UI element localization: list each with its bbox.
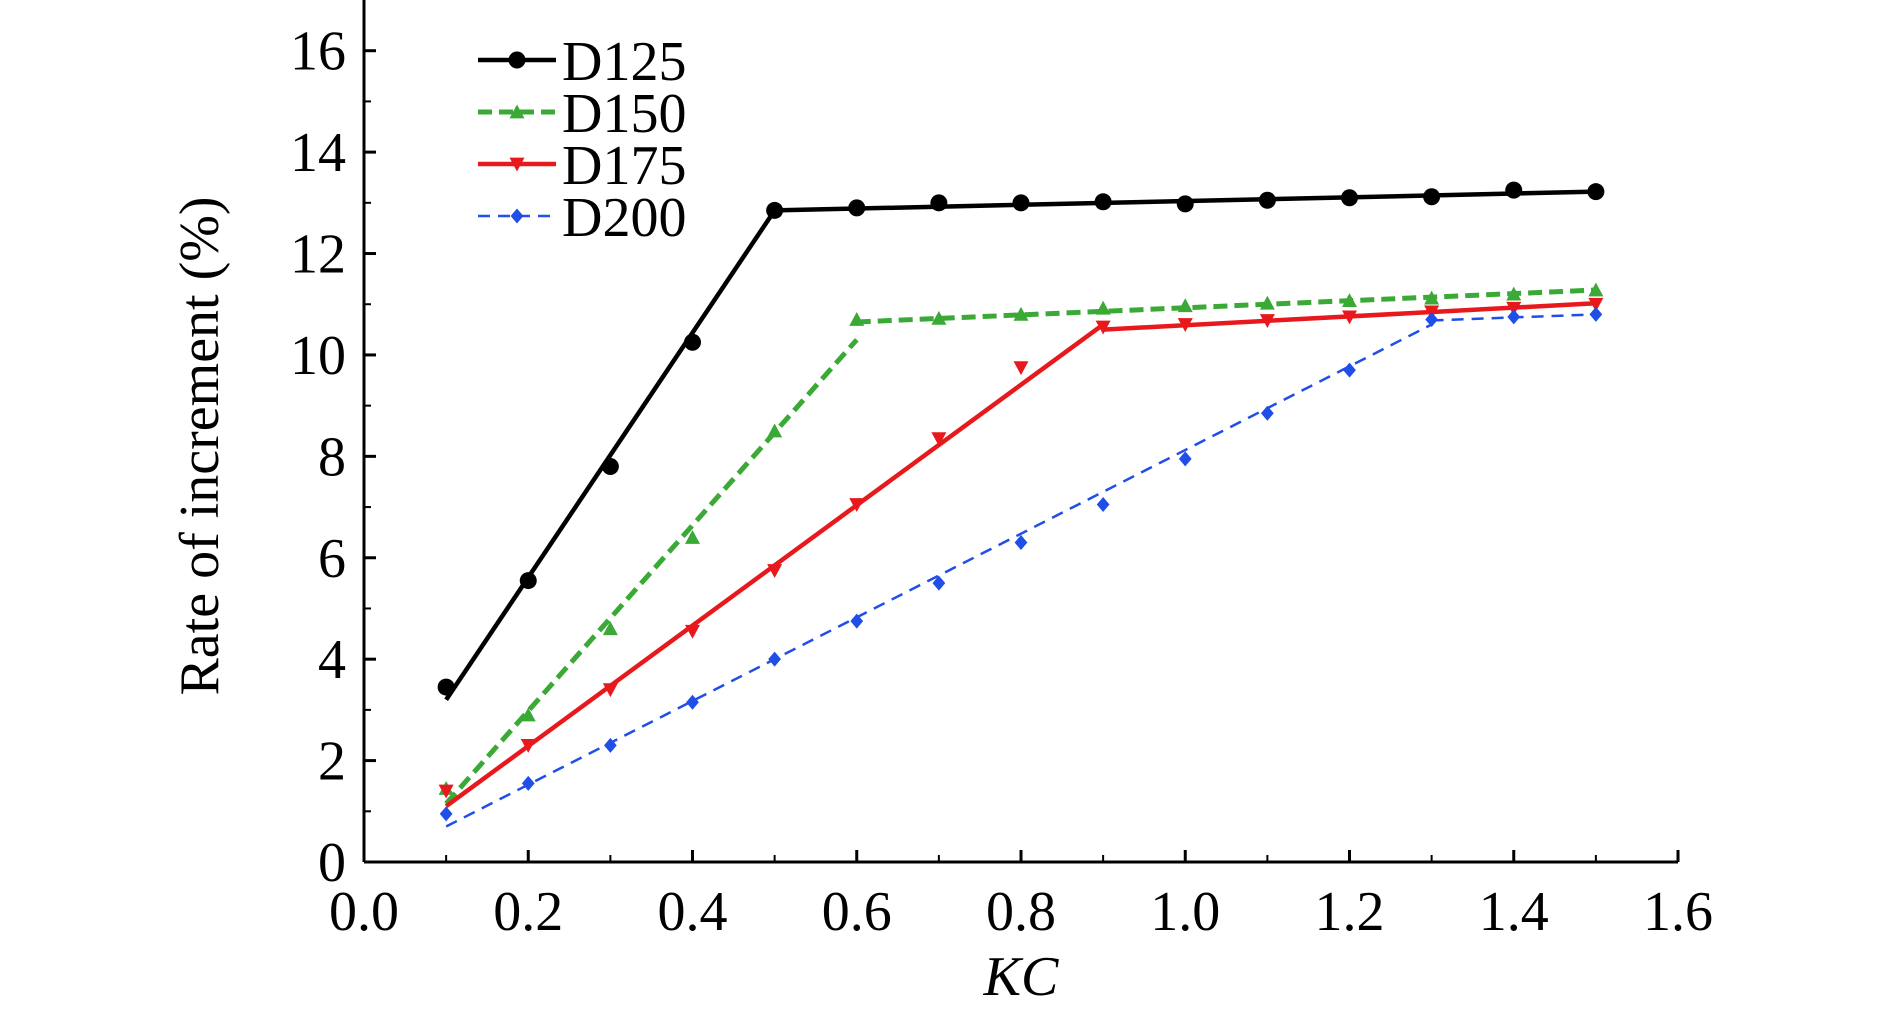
data-point-d200 (850, 613, 864, 629)
fit-line-d150 (444, 338, 859, 806)
x-tick-label: 0.2 (493, 881, 563, 943)
y-tick-label: 2 (318, 731, 346, 793)
data-point-d150 (685, 529, 700, 544)
data-point-d150 (1259, 295, 1275, 310)
data-point-d200 (1507, 309, 1521, 325)
data-point-d200 (1261, 405, 1274, 421)
data-point-d175 (1013, 361, 1029, 376)
y-tick-label: 12 (290, 224, 346, 286)
legend-label-d200: D200 (562, 187, 686, 249)
data-point-d150 (849, 311, 865, 326)
data-point-d125 (519, 572, 537, 590)
x-tick-label: 0.0 (329, 881, 399, 943)
legend-marker-d150 (509, 104, 525, 119)
legend-label-d125: D125 (562, 31, 686, 93)
data-point-d125 (1341, 189, 1358, 207)
data-point-d150 (1013, 306, 1029, 321)
data-point-d175 (767, 564, 783, 578)
data-point-d175 (849, 498, 865, 513)
data-point-d150 (1095, 300, 1111, 315)
y-tick-label: 6 (318, 528, 346, 590)
fit-line-d200 (445, 323, 1433, 828)
data-point-d175 (438, 784, 454, 799)
y-tick-label: 0 (318, 832, 346, 894)
data-point-d200 (1425, 311, 1438, 327)
data-point-d150 (767, 423, 783, 438)
data-point-d175 (1506, 301, 1522, 316)
fit-line-d150 (856, 287, 1596, 325)
data-point-d175 (602, 683, 618, 698)
data-point-d150 (602, 621, 618, 636)
data-point-d150 (1177, 298, 1193, 313)
legend-label-d175: D175 (562, 135, 686, 197)
data-point-d125 (766, 201, 784, 219)
data-point-d150 (1506, 286, 1522, 301)
y-tick-label: 10 (290, 325, 346, 387)
data-point-d175 (1342, 310, 1357, 325)
data-point-d150 (1342, 293, 1357, 308)
data-point-d125 (1176, 195, 1194, 213)
x-tick-label: 1.0 (1150, 881, 1220, 943)
data-point-d175 (1095, 320, 1111, 335)
data-point-d200 (932, 575, 946, 591)
y-tick-label: 8 (318, 426, 346, 488)
data-point-d175 (931, 432, 947, 447)
fit-lines-layer (444, 189, 1596, 828)
x-tick-label: 0.4 (658, 881, 728, 943)
legend-marker-d125 (508, 51, 526, 69)
x-tick-label: 1.4 (1479, 881, 1549, 943)
legend-label-d150: D150 (562, 83, 686, 145)
data-point-d125 (1258, 191, 1276, 209)
data-point-d150 (1588, 282, 1604, 297)
y-tick-label: 14 (290, 122, 346, 184)
fit-line-d125 (444, 209, 777, 701)
data-point-d175 (685, 624, 700, 639)
data-point-d175 (1588, 297, 1604, 312)
data-point-d200 (1178, 451, 1192, 467)
data-point-d150 (520, 707, 536, 722)
data-point-d125 (601, 457, 619, 475)
x-tick-label: 1.6 (1643, 881, 1713, 943)
data-point-d150 (931, 310, 947, 325)
x-tick-label: 0.6 (822, 881, 892, 943)
data-point-d200 (1589, 306, 1603, 322)
y-ticks-layer: 0 2 4 6 8 10 12 14 16 (290, 21, 376, 894)
data-point-d200 (521, 775, 535, 791)
x-tick-label: 1.2 (1315, 881, 1385, 943)
x-tick-label: 0.8 (986, 881, 1056, 943)
data-point-d200 (1096, 497, 1110, 513)
data-point-d200 (439, 806, 453, 822)
data-point-d200 (1343, 362, 1356, 378)
data-point-d175 (1259, 314, 1275, 328)
data-point-d125 (1587, 183, 1605, 201)
data-point-d175 (1177, 318, 1193, 333)
data-point-d200 (768, 651, 781, 667)
data-point-d200 (604, 737, 617, 753)
data-point-d125 (930, 194, 948, 212)
y-tick-label: 16 (290, 21, 346, 83)
data-point-d125 (1012, 194, 1030, 212)
data-point-d125 (848, 199, 866, 217)
data-point-d150 (1424, 290, 1440, 305)
data-point-d125 (1505, 181, 1523, 199)
data-point-d125 (1423, 188, 1441, 206)
x-axis-title: KC (983, 946, 1059, 1007)
data-point-d125 (1094, 193, 1112, 211)
data-point-d200 (1014, 535, 1028, 551)
data-point-d175 (520, 739, 536, 753)
y-tick-label: 4 (318, 629, 346, 691)
x-ticks-layer: 0.0 0.2 0.4 0.6 0.8 1.0 1.2 1.4 1.6 (329, 850, 1713, 943)
y-axis-title: Rate of increment (%) (169, 196, 231, 695)
data-point-d125 (684, 333, 701, 351)
legend-marker-d200 (510, 208, 524, 224)
data-point-d200 (686, 694, 699, 710)
legend-marker-d175 (509, 157, 525, 172)
data-point-d125 (437, 678, 455, 696)
markers-layer (437, 181, 1605, 822)
